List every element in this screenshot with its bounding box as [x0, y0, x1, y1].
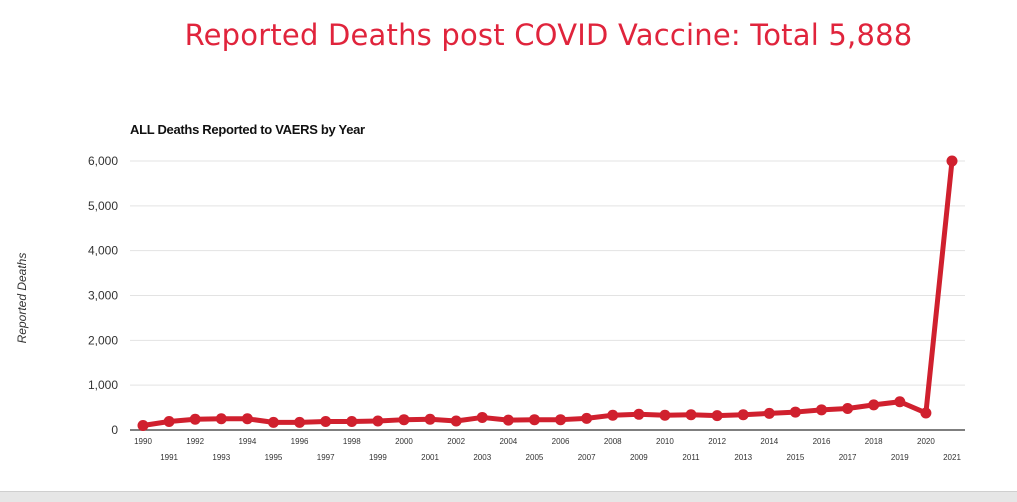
data-point: [894, 396, 906, 408]
x-tick-label: 1995: [265, 453, 283, 462]
x-tick-label: 2008: [604, 437, 622, 446]
data-point: [555, 414, 567, 426]
chart-title: ALL Deaths Reported to VAERS by Year: [130, 122, 365, 137]
x-tick-label: 1999: [369, 453, 387, 462]
series-line: [140, 158, 955, 429]
y-tick-label: 6,000: [88, 154, 118, 168]
data-point: [502, 414, 514, 426]
x-tick-label: 2016: [813, 437, 831, 446]
x-tick-label: 2010: [656, 437, 674, 446]
x-tick-label: 2011: [682, 453, 700, 462]
data-point: [398, 414, 410, 426]
y-tick-label: 0: [111, 423, 118, 437]
y-tick-label: 5,000: [88, 199, 118, 213]
data-point: [320, 415, 332, 427]
x-tick-label: 1997: [317, 453, 335, 462]
x-tick-label: 2001: [421, 453, 439, 462]
x-tick-label: 2012: [708, 437, 726, 446]
data-point: [294, 416, 306, 428]
x-tick-label: 2021: [943, 453, 961, 462]
headline: Reported Deaths post COVID Vaccine: Tota…: [184, 18, 913, 52]
data-point: [789, 406, 801, 418]
data-point: [868, 399, 880, 411]
data-point: [424, 413, 436, 425]
data-point: [816, 404, 828, 416]
x-tick-label: 2000: [395, 437, 413, 446]
x-tick-label: 2018: [865, 437, 883, 446]
x-tick-label: 2002: [447, 437, 465, 446]
x-tick-label: 1990: [134, 437, 152, 446]
data-point: [215, 413, 227, 425]
data-point: [528, 414, 540, 426]
x-tick-label: 1993: [212, 453, 230, 462]
bottom-bar: [0, 491, 1017, 502]
data-point: [920, 407, 932, 419]
data-point: [711, 410, 723, 422]
series-group: [137, 155, 958, 432]
x-tick-label: 2005: [526, 453, 544, 462]
x-tick-label: 2007: [578, 453, 596, 462]
data-point: [842, 402, 854, 414]
data-point: [633, 408, 645, 420]
x-tick-label: 2009: [630, 453, 648, 462]
x-tick-label: 2003: [473, 453, 491, 462]
x-tick-label: 2013: [734, 453, 752, 462]
y-tick-label: 4,000: [88, 244, 118, 258]
data-point: [346, 415, 358, 427]
x-tick-label: 2014: [760, 437, 778, 446]
data-point: [763, 407, 775, 419]
data-point: [137, 420, 149, 432]
y-tick-label: 1,000: [88, 378, 118, 392]
x-tick-label: 1996: [291, 437, 309, 446]
x-tick-label: 2019: [891, 453, 909, 462]
data-point: [581, 412, 593, 424]
x-tick-label: 1992: [186, 437, 204, 446]
x-tick-label: 2017: [839, 453, 857, 462]
data-point: [450, 415, 462, 427]
data-point: [189, 413, 201, 425]
data-point: [372, 415, 384, 427]
data-point: [267, 416, 279, 428]
data-point: [946, 155, 958, 167]
data-point: [685, 409, 697, 421]
x-tick-label: 1998: [343, 437, 361, 446]
y-tick-label: 3,000: [88, 289, 118, 303]
gridlines: [130, 160, 965, 431]
x-tick-label: 1991: [160, 453, 178, 462]
x-tick-label: 2015: [787, 453, 805, 462]
y-axis-ticks: 0 1,000 2,000 3,000 4,000 5,000 6,000: [88, 154, 118, 437]
x-tick-label: 1994: [238, 437, 256, 446]
data-point: [241, 413, 253, 425]
x-tick-label: 2020: [917, 437, 935, 446]
x-tick-label: 2004: [499, 437, 517, 446]
data-point: [737, 409, 749, 421]
data-point: [163, 415, 175, 427]
x-axis-ticks: 1990 1991 1992 1993 1994 1995 1996 1997 1998 1999…: [134, 437, 961, 462]
y-tick-label: 2,000: [88, 333, 118, 347]
data-point: [607, 409, 619, 421]
x-tick-label: 2006: [552, 437, 570, 446]
data-point: [659, 409, 671, 421]
data-point: [476, 411, 488, 423]
